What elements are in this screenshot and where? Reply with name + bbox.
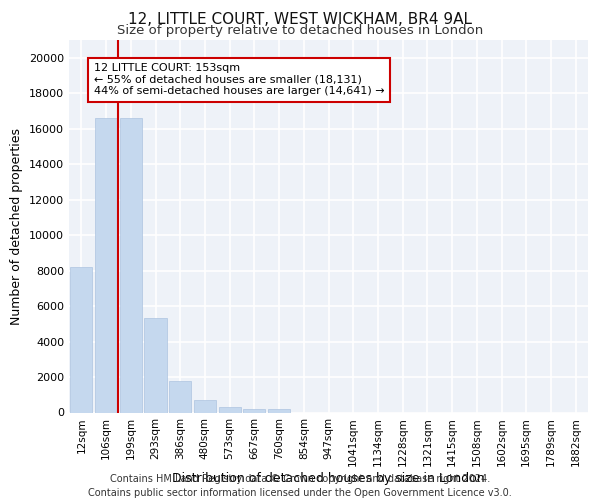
Bar: [194, 400, 216, 412]
Text: Size of property relative to detached houses in London: Size of property relative to detached ho…: [117, 24, 483, 37]
Y-axis label: Number of detached properties: Number of detached properties: [10, 128, 23, 325]
Bar: [243, 409, 265, 412]
Text: 12 LITTLE COURT: 153sqm
← 55% of detached houses are smaller (18,131)
44% of sem: 12 LITTLE COURT: 153sqm ← 55% of detache…: [94, 63, 385, 96]
Bar: [169, 380, 191, 412]
Bar: [145, 318, 167, 412]
Bar: [268, 409, 290, 412]
Bar: [95, 118, 117, 412]
Bar: [70, 267, 92, 412]
Bar: [218, 407, 241, 412]
X-axis label: Distribution of detached houses by size in London: Distribution of detached houses by size …: [172, 472, 485, 484]
Text: 12, LITTLE COURT, WEST WICKHAM, BR4 9AL: 12, LITTLE COURT, WEST WICKHAM, BR4 9AL: [128, 12, 472, 28]
Bar: [119, 118, 142, 412]
Text: Contains HM Land Registry data © Crown copyright and database right 2024.
Contai: Contains HM Land Registry data © Crown c…: [88, 474, 512, 498]
